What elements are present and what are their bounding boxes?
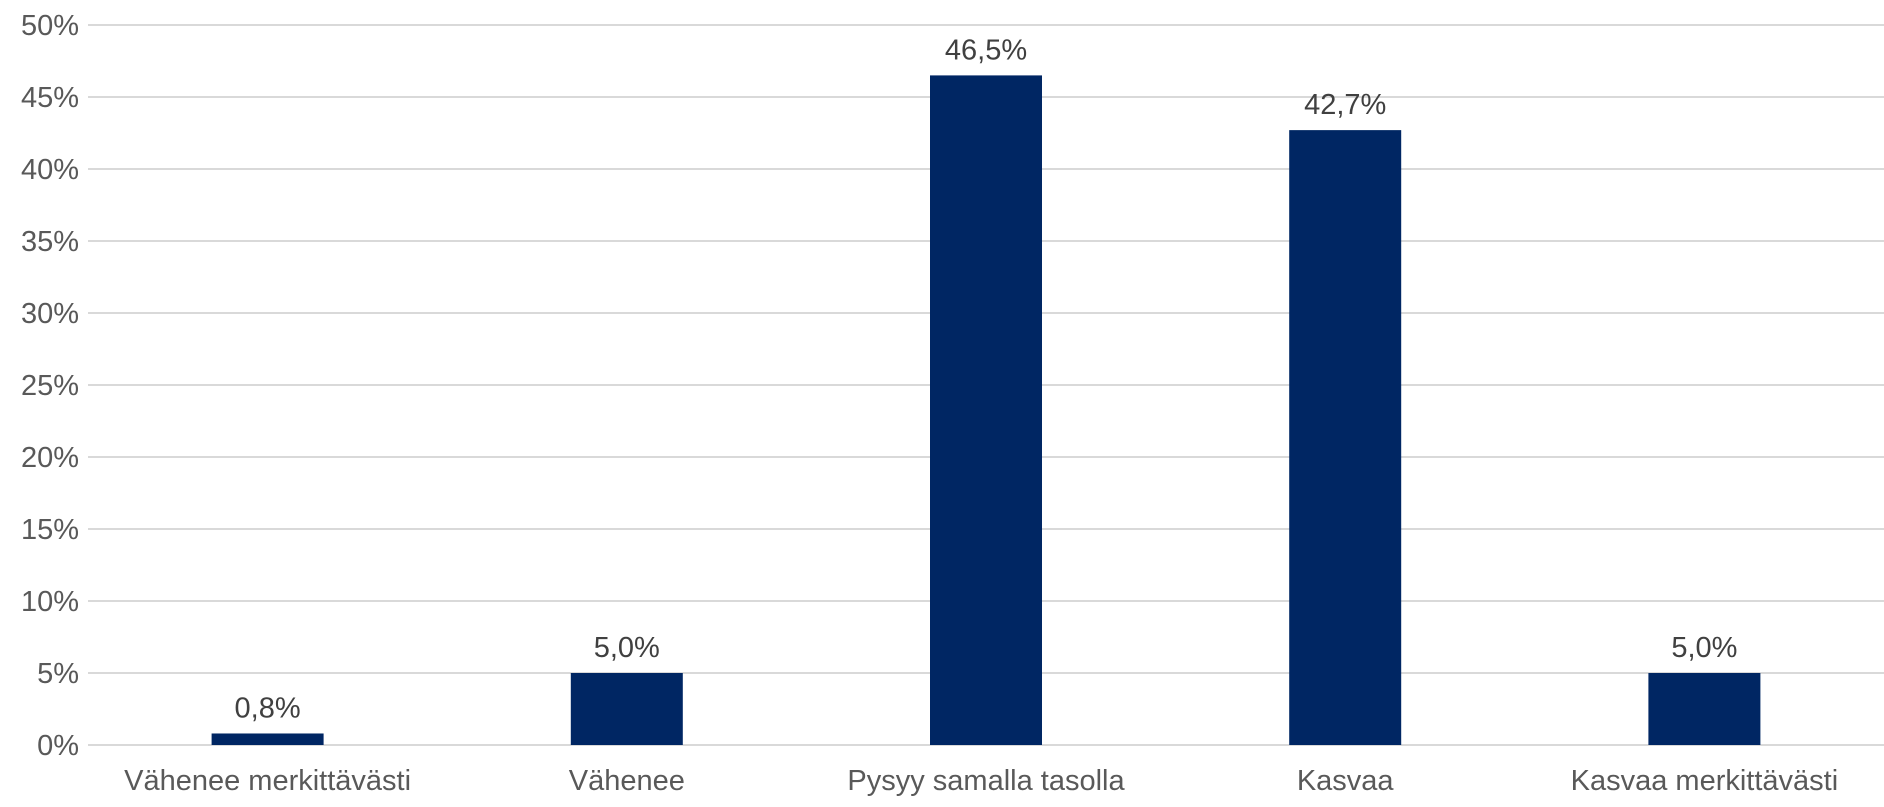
y-tick-label: 45% <box>21 82 79 114</box>
y-tick-label: 20% <box>21 442 79 474</box>
x-category-label: Pysyy samalla tasolla <box>847 765 1125 797</box>
bar-data-label: 5,0% <box>594 632 660 664</box>
bar <box>211 733 324 745</box>
x-category-label: Kasvaa merkittävästi <box>1571 765 1839 797</box>
bar-data-label: 5,0% <box>1671 632 1737 664</box>
y-tick-label: 40% <box>21 154 79 186</box>
bar <box>930 75 1042 745</box>
y-tick-label: 30% <box>21 298 79 330</box>
bar <box>1648 673 1761 745</box>
y-axis-tick-labels: 0% 5% 10% 15% 20% 25% 30% 35% 40% 45% 50% <box>21 10 79 762</box>
y-tick-label: 5% <box>37 658 79 690</box>
y-tick-label: 35% <box>21 226 79 258</box>
bars <box>211 75 1761 745</box>
x-category-label: Kasvaa <box>1297 765 1395 797</box>
bar-data-label: 46,5% <box>945 34 1027 66</box>
bar-data-label: 0,8% <box>235 692 301 724</box>
y-tick-label: 50% <box>21 10 79 42</box>
x-category-label: Vähenee <box>569 765 685 797</box>
y-tick-label: 15% <box>21 514 79 546</box>
bar-data-label: 42,7% <box>1304 89 1386 121</box>
y-tick-label: 10% <box>21 586 79 618</box>
data-labels: 0,8% 5,0% 46,5% 42,7% 5,0% <box>235 34 1738 724</box>
y-tick-label: 0% <box>37 730 79 762</box>
bar <box>570 673 683 745</box>
bar <box>1289 130 1402 745</box>
x-category-label: Vähenee merkittävästi <box>124 765 411 797</box>
x-axis-category-labels: Vähenee merkittävästi Vähenee Pysyy samall… <box>124 765 1838 797</box>
y-tick-label: 25% <box>21 370 79 402</box>
